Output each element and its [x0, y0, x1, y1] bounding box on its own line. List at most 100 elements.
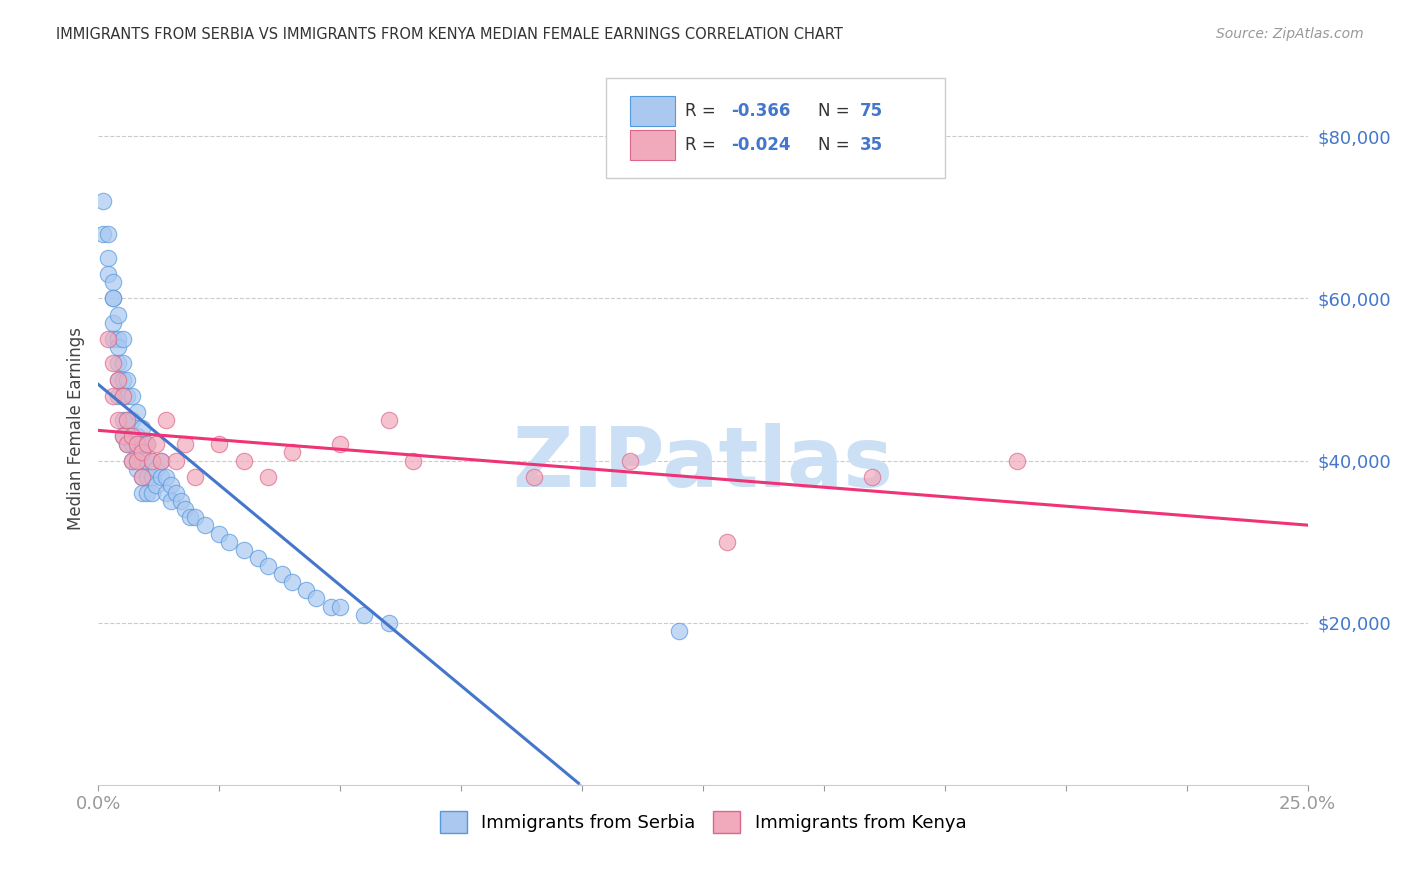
Point [329, 599, 352, 614]
Point [121, 453, 143, 467]
Text: R =: R = [685, 103, 721, 120]
Point [184, 510, 207, 524]
Point [117, 413, 139, 427]
Point [150, 453, 173, 467]
Point [111, 429, 134, 443]
Point [668, 624, 690, 638]
Y-axis label: Median Female Earnings: Median Female Earnings [66, 326, 84, 530]
Point [117, 389, 139, 403]
Point [145, 437, 167, 451]
Point [111, 389, 134, 403]
Text: -0.024: -0.024 [731, 136, 790, 153]
Point [619, 453, 641, 467]
Point [165, 486, 187, 500]
Text: -0.366: -0.366 [731, 103, 790, 120]
Point [131, 437, 153, 451]
Point [127, 405, 149, 419]
Point [184, 470, 207, 484]
Point [131, 421, 153, 435]
FancyBboxPatch shape [606, 78, 945, 178]
Legend: Immigrants from Serbia, Immigrants from Kenya: Immigrants from Serbia, Immigrants from … [432, 804, 974, 840]
Point [121, 437, 143, 451]
Point [131, 453, 153, 467]
Point [281, 445, 304, 459]
Point [208, 526, 231, 541]
Point [107, 413, 129, 427]
Point [174, 502, 197, 516]
Point [319, 599, 342, 614]
Point [218, 534, 240, 549]
Point [127, 429, 149, 443]
Point [135, 453, 157, 467]
Point [1007, 453, 1029, 467]
Point [107, 332, 129, 346]
Point [111, 389, 134, 403]
Point [281, 575, 304, 590]
FancyBboxPatch shape [630, 130, 675, 160]
Point [145, 461, 167, 475]
Point [155, 486, 177, 500]
Point [107, 372, 129, 386]
Point [117, 413, 139, 427]
Point [377, 413, 399, 427]
Point [135, 437, 157, 451]
Point [131, 470, 153, 484]
Point [141, 486, 163, 500]
Point [101, 292, 124, 306]
Point [174, 437, 197, 451]
Point [256, 559, 278, 574]
Point [271, 567, 294, 582]
Text: N =: N = [818, 103, 855, 120]
Point [107, 340, 129, 354]
Point [97, 251, 120, 265]
Point [107, 389, 129, 403]
Point [97, 227, 120, 241]
Point [232, 542, 254, 557]
Point [117, 437, 139, 451]
Point [145, 478, 167, 492]
Point [232, 453, 254, 467]
Point [101, 389, 124, 403]
Point [523, 470, 546, 484]
Point [121, 389, 143, 403]
Point [150, 470, 173, 484]
Point [141, 470, 163, 484]
Point [165, 453, 187, 467]
Point [121, 429, 143, 443]
Point [256, 470, 278, 484]
Point [121, 413, 143, 427]
Point [329, 437, 352, 451]
Point [97, 267, 120, 281]
Point [111, 429, 134, 443]
Point [107, 308, 129, 322]
Point [377, 615, 399, 630]
Point [127, 445, 149, 459]
Point [860, 470, 883, 484]
Point [169, 494, 191, 508]
Point [208, 437, 231, 451]
Point [155, 470, 177, 484]
Point [131, 445, 153, 459]
Point [117, 372, 139, 386]
Point [97, 332, 120, 346]
Point [141, 453, 163, 467]
Point [131, 470, 153, 484]
Point [179, 510, 201, 524]
Point [111, 332, 134, 346]
Point [247, 550, 270, 565]
Point [127, 437, 149, 451]
Point [127, 437, 149, 451]
Text: 75: 75 [860, 103, 883, 120]
Text: ZIPatlas: ZIPatlas [513, 424, 893, 504]
Point [716, 534, 738, 549]
Point [353, 607, 375, 622]
Point [127, 461, 149, 475]
Point [101, 275, 124, 289]
Point [91, 227, 114, 241]
Point [111, 356, 134, 370]
Point [101, 316, 124, 330]
Point [402, 453, 425, 467]
Point [141, 453, 163, 467]
Point [155, 413, 177, 427]
Point [131, 486, 153, 500]
